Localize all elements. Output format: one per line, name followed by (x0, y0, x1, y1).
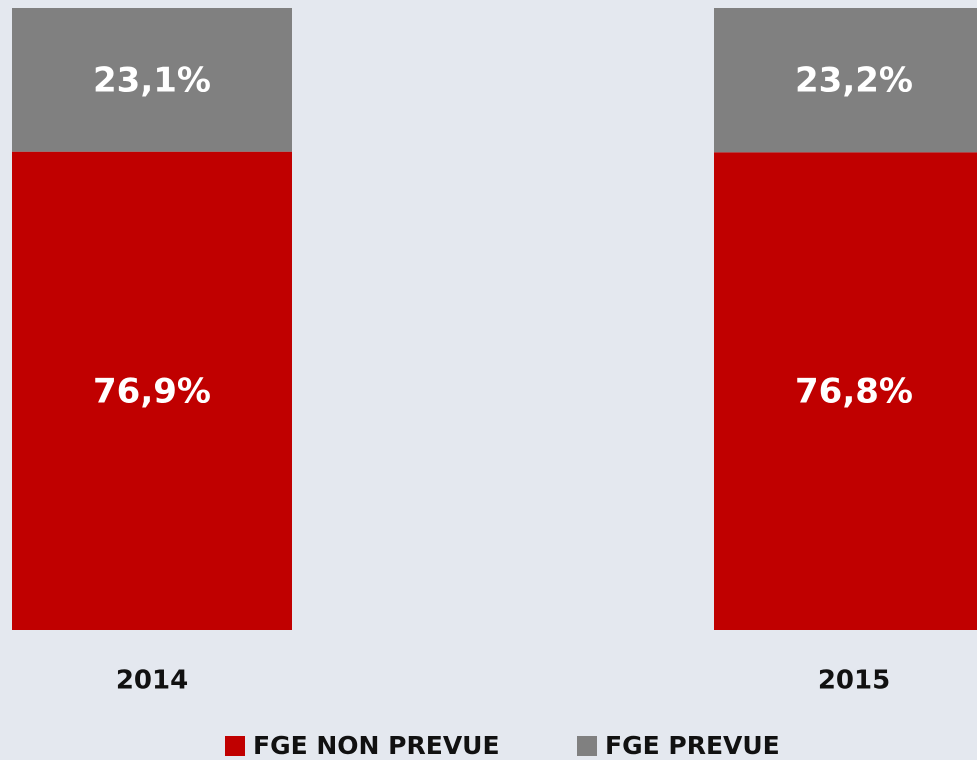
bar-segment (714, 8, 977, 153)
bar-segment (12, 151, 292, 630)
x-tick-label: 2015 (818, 666, 890, 696)
legend-label: FGE PREVUE (605, 731, 780, 760)
bar-segment (12, 8, 292, 152)
data-label: 76,8% (795, 372, 913, 412)
legend-label: FGE NON PREVUE (253, 731, 500, 760)
data-label: 76,9% (93, 371, 211, 411)
data-label: 23,2% (795, 61, 913, 101)
data-label: 23,1% (93, 60, 211, 100)
legend-swatch (225, 736, 245, 756)
x-tick-label: 2014 (116, 666, 188, 696)
bar-segment (714, 152, 977, 630)
legend-swatch (577, 736, 597, 756)
